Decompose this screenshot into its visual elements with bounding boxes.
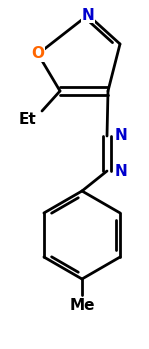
Text: N: N bbox=[115, 163, 127, 178]
Text: N: N bbox=[115, 128, 127, 143]
Text: O: O bbox=[31, 46, 45, 61]
Text: N: N bbox=[82, 7, 94, 22]
Text: Et: Et bbox=[19, 111, 37, 126]
Text: Me: Me bbox=[69, 297, 95, 312]
